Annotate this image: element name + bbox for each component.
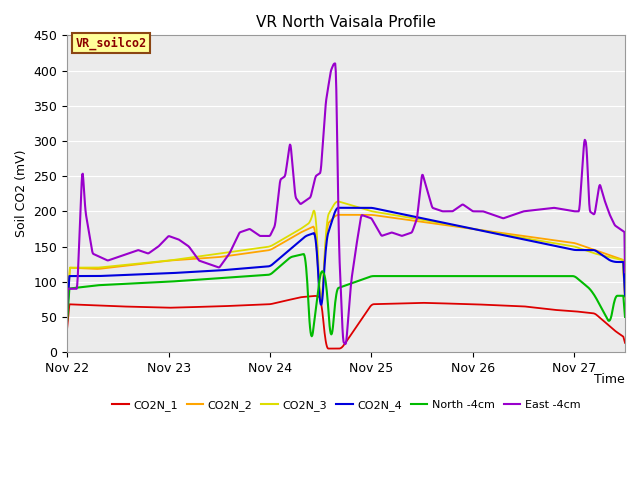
Text: VR_soilco2: VR_soilco2 [76, 36, 147, 50]
Y-axis label: Soil CO2 (mV): Soil CO2 (mV) [15, 150, 28, 238]
Legend: CO2N_1, CO2N_2, CO2N_3, CO2N_4, North -4cm, East -4cm: CO2N_1, CO2N_2, CO2N_3, CO2N_4, North -4… [108, 396, 585, 416]
Text: Time: Time [595, 372, 625, 386]
Title: VR North Vaisala Profile: VR North Vaisala Profile [256, 15, 436, 30]
